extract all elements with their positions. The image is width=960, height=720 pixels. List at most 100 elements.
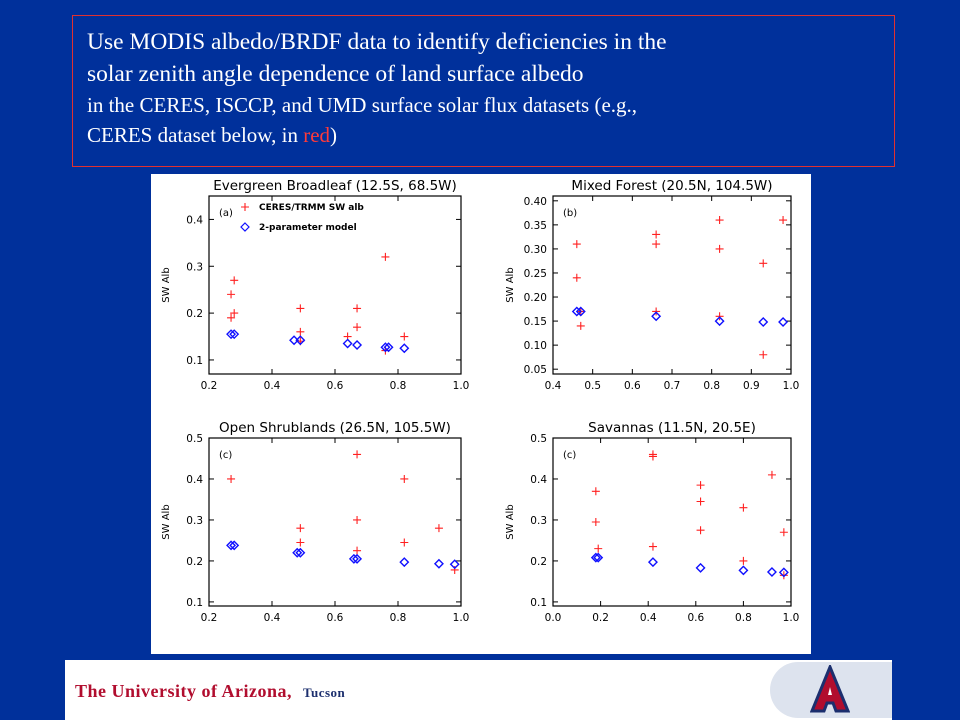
panel-2-xtick-label: 0.7 — [664, 380, 681, 392]
panel-4-ceres-point — [767, 470, 776, 479]
panel-3-ytick-label: 0.2 — [186, 556, 203, 568]
panel-3-ceres-point — [353, 546, 362, 555]
university-city: Tucson — [303, 685, 346, 700]
title-line-2: solar zenith angle dependence of land su… — [87, 61, 584, 87]
panel-1-ceres-point — [353, 304, 362, 313]
panel-1-ytick-label: 0.4 — [186, 214, 203, 226]
panel-4-ytick-label: 0.2 — [530, 556, 547, 568]
panel-2-ytick-label: 0.35 — [524, 220, 547, 232]
title-red-word: red — [303, 123, 331, 147]
panel-3-model-point — [352, 553, 363, 564]
panel-3-ytick-label: 0.3 — [186, 515, 203, 527]
panel-3-model-point — [229, 540, 240, 551]
panel-1-ylabel: SW Alb — [161, 267, 172, 302]
title-line-4-post: ) — [330, 123, 338, 147]
panel-4-ylabel: SW Alb — [505, 504, 516, 539]
panel-3-model-point — [433, 558, 444, 569]
panel-4-ceres-point — [591, 518, 600, 526]
albedo-figure: Evergreen Broadleaf (12.5S, 68.5W) (a) SW … — [151, 174, 811, 654]
panel-4-xtick-label: 0.6 — [687, 612, 704, 624]
panel-2-label: (b) — [563, 208, 577, 219]
panel-4-model-point — [766, 567, 777, 577]
title-line-4: CERES dataset below, in red) — [87, 120, 880, 150]
panel-3-xtick-label: 0.8 — [390, 612, 407, 624]
panel-1-title: Evergreen Broadleaf (12.5S, 68.5W) — [213, 178, 457, 194]
panel-2-ceres-point — [715, 244, 724, 253]
panel-3-label: (c) — [219, 450, 232, 461]
panel-4-ceres-point — [779, 528, 788, 537]
panel-3-ceres-point — [296, 524, 305, 533]
panel-1-ceres-point — [381, 252, 390, 261]
panel-2-axes-frame — [552, 195, 792, 375]
panel-2-xtick-label: 0.8 — [703, 380, 720, 392]
panel-3-ceres-point — [400, 538, 409, 547]
panel-1-model-point — [399, 343, 410, 354]
panel-3-model-point — [295, 547, 306, 558]
panel-1-model-point — [229, 329, 240, 340]
panel-2-model-point — [714, 316, 725, 327]
panel-2-ceres-point — [572, 273, 581, 282]
panel-1-ceres-point — [400, 332, 409, 341]
panel-1-xtick-label: 0.6 — [327, 380, 344, 392]
panel-1-model-point — [226, 329, 237, 340]
panel-3-title: Open Shrublands (26.5N, 105.5W) — [219, 420, 451, 436]
university-name: The University of Arizona — [75, 681, 287, 701]
panel-2-model-point — [758, 317, 769, 328]
panel-4-label: (c) — [563, 450, 576, 461]
panel-1-legend-model-marker — [240, 222, 250, 232]
panel-4-ceres-point — [779, 571, 788, 580]
panel-1-ceres-point — [230, 309, 239, 318]
panel-4-title: Savannas (11.5N, 20.5E) — [588, 420, 756, 436]
panel-3-ytick-label: 0.1 — [186, 597, 203, 609]
panel-4-ceres-point — [696, 497, 705, 506]
panel-1-ytick-label: 0.1 — [186, 355, 203, 367]
panel-3-ceres-point — [353, 515, 362, 524]
panel-1-xtick-label: 1.0 — [453, 380, 470, 392]
panel-2-ytick-label: 0.30 — [524, 244, 547, 256]
panel-2-ceres-point — [759, 350, 768, 359]
panel-2-ceres-point — [572, 240, 581, 249]
panel-1-xtick-label: 0.8 — [390, 380, 407, 392]
panel-4-ceres-point — [594, 544, 603, 553]
title-box: Use MODIS albedo/BRDF data to identify d… — [72, 15, 895, 167]
panel-4-ytick-label: 0.4 — [530, 474, 547, 486]
panel-3-xtick-label: 1.0 — [453, 612, 470, 624]
panel-3-ytick-label: 0.4 — [186, 474, 203, 486]
panel-4-ceres-point — [648, 542, 657, 551]
title-line-4-pre: CERES dataset below, in — [87, 123, 304, 147]
panel-3-axes-frame — [208, 437, 462, 607]
panel-2-ytick-label: 0.40 — [524, 196, 547, 208]
panel-1-model-point — [295, 335, 306, 346]
panel-4-model-point — [778, 567, 789, 578]
panel-4-axes-frame — [552, 437, 792, 607]
panel-4-ytick-label: 0.1 — [530, 597, 547, 609]
panel-1-xtick-label: 0.2 — [201, 380, 218, 392]
panel-4-model-point — [593, 552, 604, 563]
panel-4-ceres-point — [739, 556, 748, 565]
panel-3-ceres-point — [296, 538, 305, 547]
panel-1-ceres-point — [353, 323, 362, 332]
panel-1-model-point — [383, 342, 394, 353]
panel-3-model-point — [226, 540, 237, 551]
panel-1-ceres-point — [230, 276, 239, 285]
panel-4-xtick-label: 0.4 — [640, 612, 657, 624]
panel-3-ceres-point — [434, 524, 443, 533]
panel-2-ytick-label: 0.10 — [524, 340, 547, 352]
panel-2-ytick-label: 0.05 — [524, 364, 547, 376]
panel-3-ceres-point — [450, 565, 459, 574]
panel-3-model-point — [399, 557, 410, 568]
panel-3-model-point — [348, 553, 359, 564]
panel-2-ceres-point — [759, 259, 768, 268]
panel-2-model-point — [571, 306, 582, 317]
panel-2-model-point — [575, 306, 586, 317]
panel-2-ceres-point — [779, 216, 788, 225]
panel-1-legend-ceres-label: CERES/TRMM SW alb — [259, 203, 364, 213]
panel-3-ceres-point — [353, 450, 362, 459]
albedo-charts-svg: Evergreen Broadleaf (12.5S, 68.5W) (a) SW … — [161, 178, 799, 624]
panel-1-ytick-label: 0.2 — [186, 308, 203, 320]
panel-2-ceres-point — [652, 230, 661, 239]
title-line-1: Use MODIS albedo/BRDF data to identify d… — [87, 29, 667, 55]
panel-4-ceres-point — [696, 481, 705, 490]
panel-1-model-point — [342, 338, 353, 349]
panel-3-ceres-point — [227, 474, 236, 483]
